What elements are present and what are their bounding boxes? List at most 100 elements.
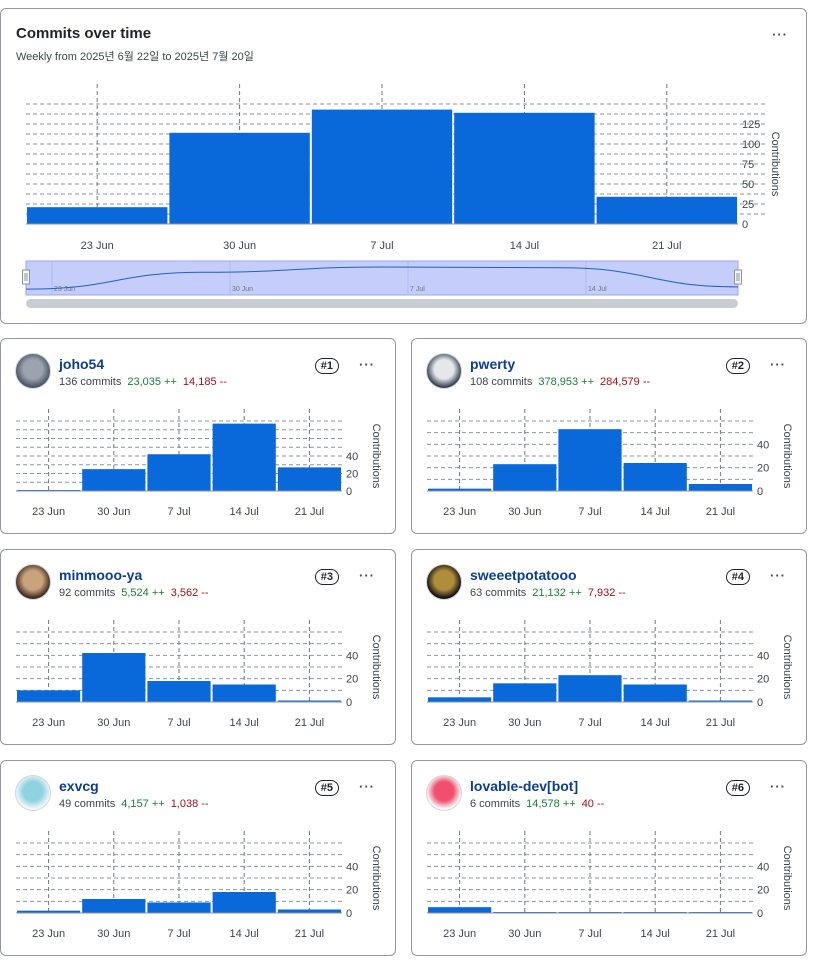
y-tick-label: 40 <box>346 451 358 463</box>
contributor-commits-chart: 23 Jun 30 Jun 7 Jul 14 Jul 21 Jul 0 20 40 Contri… <box>427 620 793 729</box>
x-tick-label: 30 Jun <box>508 928 541 940</box>
x-tick-label: 7 Jul <box>578 506 601 518</box>
x-tick-label: 14 Jul <box>230 717 259 729</box>
y-tick-label: 75 <box>742 159 754 171</box>
rank-badge: #3 <box>314 569 339 585</box>
deletions-count: 284,579 -- <box>600 376 651 388</box>
more-options-icon[interactable]: ··· <box>359 357 375 372</box>
more-options-icon[interactable]: ··· <box>770 357 786 372</box>
commit-count: 6 commits <box>470 798 521 810</box>
bar-7-jul <box>558 429 622 491</box>
contributor-name[interactable]: pwerty <box>470 356 516 372</box>
contributor-name[interactable]: joho54 <box>59 356 105 372</box>
x-tick-label: 23 Jun <box>443 506 476 518</box>
x-tick-label: 23 Jun <box>32 717 65 729</box>
y-tick-label: 125 <box>742 119 760 131</box>
bar-21-jul <box>688 700 752 702</box>
x-tick-label: 7 Jul <box>167 928 190 940</box>
bar-30-jun <box>493 683 557 702</box>
navigator-label: 7 Jul <box>410 286 425 293</box>
avatar[interactable] <box>15 775 51 811</box>
contributor-stats: 108 commits 378,953 ++ 284,579 -- <box>470 376 650 388</box>
y-tick-label: 40 <box>757 861 769 873</box>
bar-23-jun <box>428 488 492 491</box>
bar-7-jul <box>147 681 211 702</box>
contributor-commits-chart: 23 Jun 30 Jun 7 Jul 14 Jul 21 Jul 0 20 40 Contri… <box>427 409 793 518</box>
y-tick-label: 20 <box>346 469 358 481</box>
bar-21-jul <box>277 467 341 491</box>
range-navigator[interactable]: 23 Jun 30 Jun 7 Jul 14 Jul <box>1 259 791 319</box>
bar-7-jul <box>311 109 453 224</box>
commit-count: 136 commits <box>59 376 122 388</box>
x-tick-label: 7 Jul <box>167 506 190 518</box>
bar-30-jun <box>82 899 146 913</box>
x-tick-label: 14 Jul <box>510 240 539 252</box>
navigator-label: 14 Jul <box>588 286 607 293</box>
additions-count: 14,578 ++ <box>526 798 576 810</box>
contributor-name[interactable]: lovable-dev[bot] <box>470 778 579 794</box>
more-options-icon[interactable]: ··· <box>770 779 786 794</box>
y-tick-label: 40 <box>757 439 769 451</box>
bar-23-jun <box>27 207 168 224</box>
y-axis-title: Contributions <box>370 635 382 700</box>
x-tick-label: 14 Jul <box>230 928 259 940</box>
navigator-label: 30 Jun <box>232 286 253 293</box>
more-options-icon[interactable]: ··· <box>359 568 375 583</box>
contributor-card: pwerty 108 commits 378,953 ++ 284,579 -- #2 ·… <box>411 338 807 534</box>
x-tick-label: 21 Jul <box>706 928 735 940</box>
rank-badge: #5 <box>314 780 339 796</box>
additions-count: 5,524 ++ <box>121 587 165 599</box>
navigator-right-handle[interactable] <box>734 269 742 285</box>
commit-count: 49 commits <box>59 798 116 810</box>
commit-count: 63 commits <box>470 587 527 599</box>
contributor-card: minmooo-ya 92 commits 5,524 ++ 3,562 -- #3 ··… <box>0 549 396 745</box>
rank-badge: #1 <box>314 358 339 374</box>
x-tick-label: 14 Jul <box>641 717 670 729</box>
bar-21-jul <box>688 484 752 491</box>
contributor-commits-chart: 23 Jun 30 Jun 7 Jul 14 Jul 21 Jul 0 20 40 Contri… <box>16 409 382 518</box>
y-axis-title: Contributions <box>781 635 793 700</box>
contributor-stats: 6 commits 14,578 ++ 40 -- <box>470 798 604 810</box>
more-options-icon[interactable]: ··· <box>770 568 786 583</box>
navigator-left-handle[interactable] <box>22 269 30 285</box>
contributor-card: joho54 136 commits 23,035 ++ 14,185 -- #1 ···… <box>0 338 396 534</box>
avatar[interactable] <box>426 353 462 389</box>
bar-7-jul <box>558 675 622 702</box>
contributor-stats: 136 commits 23,035 ++ 14,185 -- <box>59 376 227 388</box>
additions-count: 4,157 ++ <box>121 798 165 810</box>
x-tick-label: 21 Jul <box>295 717 324 729</box>
x-tick-label: 30 Jun <box>223 240 256 252</box>
contributor-name[interactable]: minmooo-ya <box>59 567 143 583</box>
contributor-name[interactable]: sweeetpotatooo <box>470 567 577 583</box>
bar-30-jun <box>169 132 310 224</box>
additions-count: 378,953 ++ <box>538 376 595 388</box>
y-tick-label: 0 <box>757 697 763 709</box>
rank-badge: #6 <box>725 780 750 796</box>
avatar[interactable] <box>426 775 462 811</box>
navigator-scrollbar[interactable] <box>26 299 738 308</box>
avatar[interactable] <box>426 564 462 600</box>
additions-count: 21,132 ++ <box>532 587 582 599</box>
commit-count: 108 commits <box>470 376 533 388</box>
contributor-commits-chart: 23 Jun 30 Jun 7 Jul 14 Jul 21 Jul 0 20 40 Contri… <box>16 620 382 729</box>
deletions-count: 1,038 -- <box>170 798 209 810</box>
chart-subtitle: Weekly from 2025년 6월 22일 to 2025년 7월 20일 <box>16 51 254 63</box>
x-tick-label: 14 Jul <box>230 506 259 518</box>
x-tick-label: 30 Jun <box>97 928 130 940</box>
bar-14-jul <box>454 112 595 224</box>
avatar[interactable] <box>15 353 51 389</box>
y-tick-label: 20 <box>346 674 358 686</box>
contributor-commits-chart: 23 Jun 30 Jun 7 Jul 14 Jul 21 Jul 0 20 40 Contri… <box>427 831 793 940</box>
avatar[interactable] <box>15 564 51 600</box>
bar-14-jul <box>212 423 276 491</box>
contributor-stats: 63 commits 21,132 ++ 7,932 -- <box>470 587 626 599</box>
contributor-name[interactable]: exvcg <box>59 778 99 794</box>
deletions-count: 7,932 -- <box>587 587 626 599</box>
deletions-count: 3,562 -- <box>170 587 209 599</box>
y-axis-title: Contributions <box>370 424 382 489</box>
y-tick-label: 40 <box>346 861 358 873</box>
more-options-icon[interactable]: ··· <box>772 27 788 42</box>
more-options-icon[interactable]: ··· <box>359 779 375 794</box>
navigator-series-line <box>25 266 739 290</box>
x-tick-label: 30 Jun <box>508 717 541 729</box>
